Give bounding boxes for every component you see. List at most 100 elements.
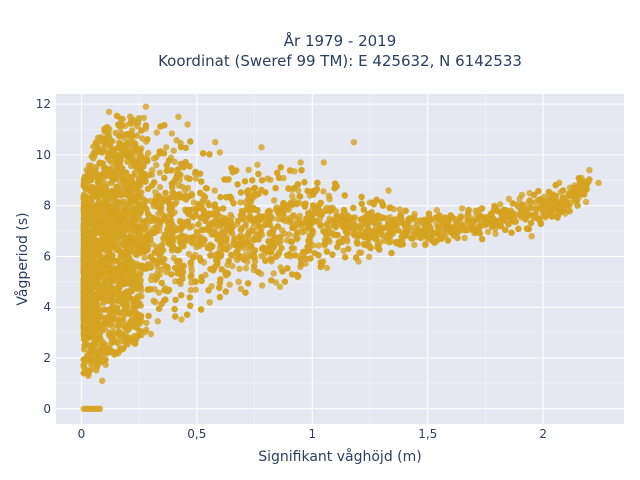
data-point	[216, 293, 224, 301]
data-point	[101, 125, 108, 133]
data-point	[158, 300, 165, 308]
data-point	[323, 264, 330, 272]
data-point	[81, 356, 88, 363]
data-point	[160, 150, 168, 157]
data-point	[153, 224, 160, 231]
data-point	[241, 178, 249, 185]
data-point	[552, 192, 559, 200]
data-point	[434, 223, 442, 231]
data-point	[120, 294, 127, 302]
data-point	[100, 222, 107, 230]
data-point	[147, 330, 155, 338]
data-point	[214, 254, 221, 262]
data-point	[379, 232, 386, 239]
data-point	[133, 273, 140, 280]
data-point	[343, 229, 351, 236]
data-point	[108, 205, 116, 212]
y-tick-label: 6	[43, 249, 51, 263]
data-point	[176, 257, 183, 265]
data-point	[187, 259, 194, 266]
data-points	[80, 103, 602, 412]
data-point	[250, 252, 258, 259]
data-point	[98, 357, 105, 365]
data-point	[256, 231, 263, 238]
data-point	[82, 219, 90, 226]
data-point	[178, 292, 185, 299]
data-point	[317, 263, 324, 270]
data-point	[403, 225, 410, 233]
data-point	[595, 179, 602, 186]
data-point	[127, 281, 134, 288]
data-point	[237, 285, 245, 293]
data-point	[149, 166, 156, 174]
data-point	[161, 231, 168, 238]
data-point	[112, 163, 119, 170]
data-point	[92, 205, 100, 213]
data-point	[245, 187, 252, 194]
data-point	[163, 263, 171, 270]
data-point	[197, 214, 204, 222]
data-point	[248, 242, 255, 250]
data-point	[119, 215, 126, 223]
data-point	[149, 214, 157, 222]
data-point	[150, 257, 157, 264]
data-point	[127, 216, 134, 224]
data-point	[329, 251, 336, 258]
data-point	[272, 184, 279, 192]
data-point	[270, 270, 277, 277]
data-point	[147, 236, 154, 243]
data-point	[365, 253, 373, 260]
data-point	[143, 216, 151, 224]
data-point	[88, 365, 95, 372]
data-point	[86, 309, 93, 316]
data-point	[106, 165, 114, 173]
data-point	[229, 168, 236, 176]
data-point	[90, 293, 97, 300]
data-point	[93, 349, 100, 356]
data-point	[278, 245, 285, 252]
data-point	[131, 184, 138, 191]
data-point	[458, 205, 466, 212]
data-point	[113, 206, 120, 213]
data-point	[121, 290, 128, 297]
data-point	[170, 243, 177, 250]
data-point	[109, 338, 116, 346]
data-point	[417, 217, 424, 224]
data-point	[264, 175, 271, 182]
data-point	[154, 264, 161, 271]
data-point	[447, 227, 455, 234]
data-point	[527, 204, 534, 212]
data-point	[110, 230, 117, 237]
data-point	[284, 252, 291, 259]
x-tick-label: 0	[78, 427, 86, 441]
data-point	[364, 224, 372, 231]
data-point	[127, 230, 135, 237]
data-point	[116, 257, 123, 264]
data-point	[198, 226, 205, 234]
data-point	[350, 204, 357, 212]
data-point	[104, 347, 111, 354]
data-point	[294, 229, 301, 236]
data-point	[288, 245, 296, 252]
data-point	[354, 240, 361, 247]
data-point	[128, 197, 135, 204]
data-point	[117, 115, 125, 122]
data-point	[135, 115, 143, 122]
data-point	[184, 184, 192, 192]
data-point	[110, 328, 118, 336]
data-point	[93, 308, 100, 315]
plot-area	[56, 94, 624, 424]
data-point	[501, 215, 509, 222]
data-point	[537, 220, 545, 228]
data-point	[508, 229, 515, 236]
data-point	[323, 248, 331, 255]
data-point	[258, 282, 266, 289]
data-point	[304, 187, 311, 195]
data-point	[242, 264, 250, 272]
data-point	[159, 247, 167, 254]
data-point	[91, 302, 99, 309]
data-point	[82, 317, 89, 324]
data-point	[497, 201, 504, 208]
data-point	[473, 229, 480, 236]
